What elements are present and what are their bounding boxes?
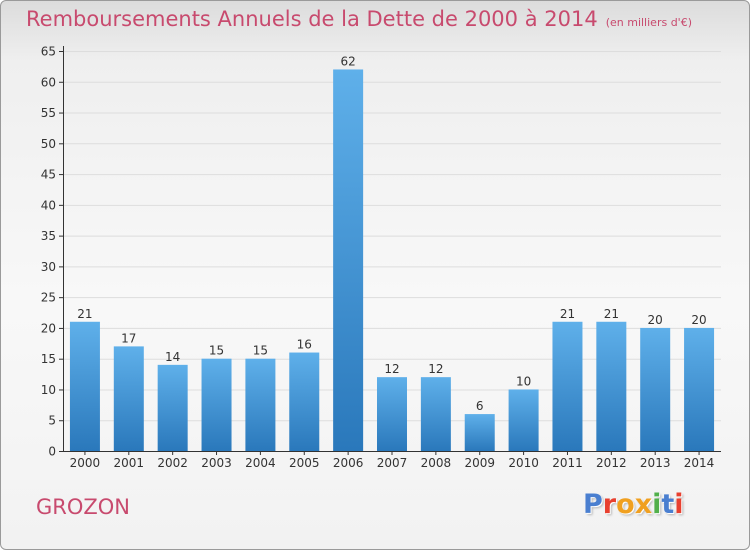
- y-tick-label: 15: [41, 352, 56, 366]
- x-tick-label: 2010: [508, 456, 539, 470]
- data-label: 17: [121, 331, 136, 345]
- y-tick-label: 65: [41, 45, 56, 59]
- data-label: 21: [560, 307, 575, 321]
- data-label: 12: [384, 362, 399, 376]
- y-tick-label: 50: [41, 137, 56, 151]
- x-tick-label: 2011: [552, 456, 583, 470]
- data-label: 15: [209, 344, 224, 358]
- data-label: 62: [340, 54, 355, 68]
- y-tick-label: 10: [41, 383, 56, 397]
- logo-letter: r: [602, 489, 617, 520]
- y-tick-label: 40: [41, 198, 56, 212]
- bar: [113, 346, 144, 451]
- title-unit: (en milliers d'€): [605, 16, 692, 29]
- data-label: 16: [297, 338, 312, 352]
- axis-layer: 0 5 10 15 20 25 30 35 40 45 50 55 60 65 2000 2001 2002 20…: [41, 45, 721, 470]
- y-tick-label: 60: [41, 75, 56, 89]
- x-tick-label: 2001: [114, 456, 145, 470]
- bar: [552, 321, 583, 451]
- data-label: 20: [691, 313, 706, 327]
- data-label: 6: [476, 399, 484, 413]
- logo-letter: i: [674, 489, 684, 520]
- x-tick-label: 2012: [596, 456, 627, 470]
- bar: [333, 69, 364, 451]
- bar: [245, 358, 276, 451]
- x-tick-label: 2013: [640, 456, 671, 470]
- logo-letter: o: [616, 489, 635, 520]
- data-label: 10: [516, 374, 531, 388]
- x-tick-label: 2002: [157, 456, 188, 470]
- y-tick-label: 5: [48, 414, 56, 428]
- x-tick-label: 2014: [684, 456, 715, 470]
- bar: [596, 321, 627, 451]
- data-label: 21: [604, 307, 619, 321]
- bar: [684, 327, 715, 451]
- bar: [640, 327, 671, 451]
- y-tick-label: 30: [41, 260, 56, 274]
- proxiti-logo: Proxiti: [583, 489, 684, 520]
- x-tick-label: 2005: [289, 456, 320, 470]
- data-label: 12: [428, 362, 443, 376]
- y-tick-label: 55: [41, 106, 56, 120]
- data-label: 14: [165, 350, 180, 364]
- commune-name: GROZON: [36, 495, 131, 519]
- bar: [69, 321, 100, 451]
- y-tick-label: 0: [48, 445, 56, 459]
- y-tick-label: 45: [41, 168, 56, 182]
- x-tick-label: 2008: [421, 456, 452, 470]
- bar: [201, 358, 232, 451]
- x-tick-label: 2004: [245, 456, 276, 470]
- logo-letter: i: [652, 489, 662, 520]
- x-tick-label: 2009: [464, 456, 495, 470]
- chart-title: Remboursements Annuels de la Dette de 20…: [26, 7, 692, 31]
- data-label: 15: [253, 344, 268, 358]
- bar-chart: 21 17 14 15 15 16 62 12 12 6 10 21 21 20 20 0 5 10 15 20 25…: [41, 45, 721, 470]
- x-tick-label: 2007: [377, 456, 408, 470]
- bar: [508, 389, 539, 451]
- x-tick-label: 2006: [333, 456, 364, 470]
- bar: [464, 414, 495, 451]
- bar: [157, 364, 188, 451]
- logo-letter: P: [583, 489, 603, 520]
- logo-letter: x: [634, 489, 653, 520]
- logo-letter: t: [661, 489, 675, 520]
- x-tick-label: 2000: [70, 456, 101, 470]
- y-tick-label: 35: [41, 229, 56, 243]
- y-tick-label: 25: [41, 291, 56, 305]
- data-label: 21: [77, 307, 92, 321]
- title-text: Remboursements Annuels de la Dette de 20…: [26, 7, 598, 31]
- bar: [420, 377, 451, 451]
- y-tick-label: 20: [41, 321, 56, 335]
- data-label: 20: [648, 313, 663, 327]
- bar: [289, 352, 320, 451]
- bar: [377, 377, 407, 451]
- x-tick-label: 2003: [201, 456, 232, 470]
- bar-layer: 21 17 14 15 15 16 62 12 12 6 10 21 21 20 20: [69, 54, 715, 451]
